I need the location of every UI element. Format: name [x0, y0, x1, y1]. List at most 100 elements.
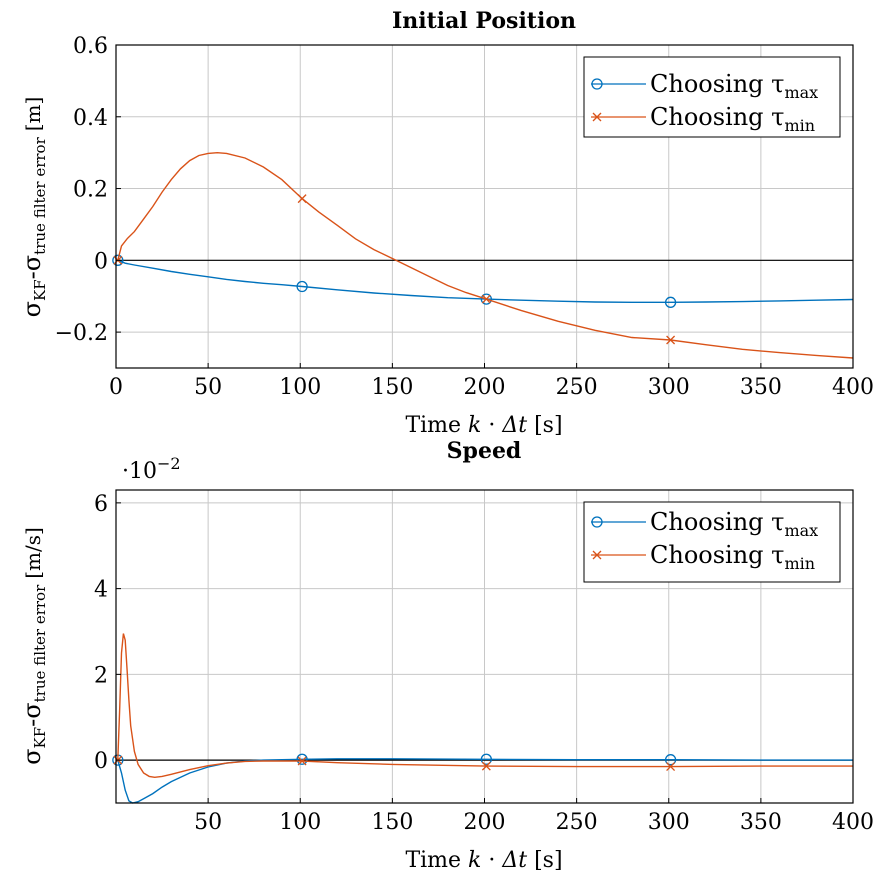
x-tick-label: 300	[648, 375, 690, 400]
chart-initial-position: Initial Position 0 50 100 150 200 250 300 350 40…	[18, 8, 874, 438]
y-axis-label-unit: [m/s]	[21, 527, 45, 579]
legend-label-tau-max: Choosing τmax	[650, 70, 818, 102]
scale-factor-base: ·10	[122, 459, 157, 484]
series-line-tau-min	[117, 151, 854, 359]
x-tick-label: 200	[464, 375, 506, 400]
cross-stroke	[592, 112, 602, 122]
x-tick-label: 400	[832, 810, 874, 835]
legend-marker-circle	[591, 78, 603, 90]
y-tick-label: 0.6	[73, 34, 108, 59]
x-axis-label-time: Time	[405, 413, 468, 438]
data-point-circle	[296, 753, 308, 765]
chart-title: Speed	[447, 438, 522, 464]
x-tick-label: 400	[832, 375, 874, 400]
y-axis-label: σKF-σtrue filter error [m]	[18, 97, 49, 318]
x-tick-label: 100	[279, 375, 321, 400]
x-tick-label: 300	[648, 810, 690, 835]
data-point-cross	[297, 756, 307, 766]
legend-text-sub: min	[784, 554, 815, 573]
data-point-cross	[481, 294, 491, 304]
y-axis-label-sigma1: σ	[18, 301, 46, 317]
legend-text-main: Choosing τ	[650, 103, 784, 131]
x-tick-label: 100	[279, 810, 321, 835]
scale-factor-exponent: −2	[157, 454, 181, 473]
y-tick-label: 0.4	[73, 106, 108, 131]
series-line-tau-max	[117, 259, 854, 303]
x-tick-label: 50	[194, 375, 222, 400]
x-tick-label: 350	[740, 375, 782, 400]
data-point-circle	[664, 754, 677, 766]
legend-text-main: Choosing τ	[650, 70, 784, 98]
chart-title: Initial Position	[392, 8, 576, 34]
y-axis-label-sigma2: -σ	[18, 255, 46, 280]
y-tick-label: 0	[94, 249, 108, 274]
scale-factor-label: ·10−2	[122, 454, 181, 484]
cross-stroke	[481, 294, 491, 304]
y-tick-label: −0.2	[55, 321, 108, 346]
legend-text-sub: max	[784, 521, 818, 540]
x-tick-label: 350	[740, 810, 782, 835]
plot-area	[112, 151, 854, 359]
plot-area	[112, 633, 853, 804]
cross-stroke	[297, 756, 307, 766]
y-tick-label: 4	[94, 578, 108, 603]
y-axis-label-sub1: KF	[31, 279, 49, 301]
legend-marker-circle	[591, 516, 603, 528]
legend: Choosing τmax Choosing τmin	[583, 501, 841, 583]
y-axis-label-sub2: true filter error	[31, 136, 49, 254]
legend-label-tau-max: Choosing τmax	[650, 508, 818, 540]
legend-label-tau-min: Choosing τmin	[650, 103, 815, 135]
y-axis-label-sub1: KF	[31, 727, 49, 749]
x-axis-label-dot: ·	[481, 413, 502, 438]
data-point-circle	[664, 296, 677, 308]
legend-text-main: Choosing τ	[650, 541, 784, 569]
data-point-circle	[296, 280, 308, 293]
x-axis-label-k: k	[468, 413, 481, 438]
y-tick-label: 2	[94, 663, 108, 688]
series-line-tau-min	[117, 633, 853, 779]
data-point-circle	[480, 293, 492, 305]
data-point-circle	[112, 254, 124, 266]
y-tick-label: 0	[94, 749, 108, 774]
legend-text-main: Choosing τ	[650, 508, 784, 536]
y-axis-label-sigma1: σ	[18, 748, 46, 764]
data-point-cross	[297, 194, 307, 204]
x-axis-label-k: k	[468, 848, 481, 873]
tick-labels: 50 100 150 200 250 300 350 400 0 2 4 6	[94, 492, 874, 835]
cross-stroke	[481, 761, 491, 771]
x-tick-label: 200	[464, 810, 506, 835]
tick-labels: 0 50 100 150 200 250 300 350 400 −0.2 0 0.2 0.4 0.6	[55, 34, 874, 400]
data-point-cross	[666, 335, 676, 345]
cross-stroke	[666, 762, 676, 772]
chart-speed: Speed ·10−2 50 100 150 200 250 300 350 4000246 …	[18, 438, 874, 873]
x-axis-label: Time k · Δt [s]	[405, 413, 562, 438]
x-tick-label: 250	[556, 810, 598, 835]
x-tick-label: 50	[194, 810, 222, 835]
legend-marker-cross	[592, 112, 602, 122]
x-axis-label-unit: [s]	[527, 848, 562, 873]
x-axis-label-dot: ·	[481, 848, 502, 873]
y-tick-label: 0.2	[73, 178, 108, 203]
legend-marker-cross	[592, 550, 602, 560]
legend-text-sub: min	[784, 116, 815, 135]
y-axis-label: σKF-σtrue filter error [m/s]	[18, 527, 49, 765]
legend-box	[583, 56, 841, 138]
x-axis-label-dt: Δt	[501, 413, 527, 438]
legend-label-tau-min: Choosing τmin	[650, 541, 815, 573]
y-tick-label: 6	[94, 492, 108, 517]
y-axis-label-unit: [m]	[21, 97, 45, 132]
y-axis-label-sub2: true filter error	[31, 584, 49, 702]
cross-stroke	[666, 335, 676, 345]
x-axis-label: Time k · Δt [s]	[405, 848, 562, 873]
x-tick-label: 150	[371, 375, 413, 400]
x-tick-label: 250	[556, 375, 598, 400]
data-point-cross	[666, 762, 676, 772]
y-axis-label-sigma2: -σ	[18, 702, 46, 727]
x-tick-label: 0	[109, 375, 123, 400]
legend: Choosing τmax Choosing τmin	[583, 56, 841, 138]
legend-box	[583, 501, 841, 583]
data-point-circle	[480, 753, 492, 765]
x-tick-label: 150	[371, 810, 413, 835]
cross-stroke	[592, 550, 602, 560]
